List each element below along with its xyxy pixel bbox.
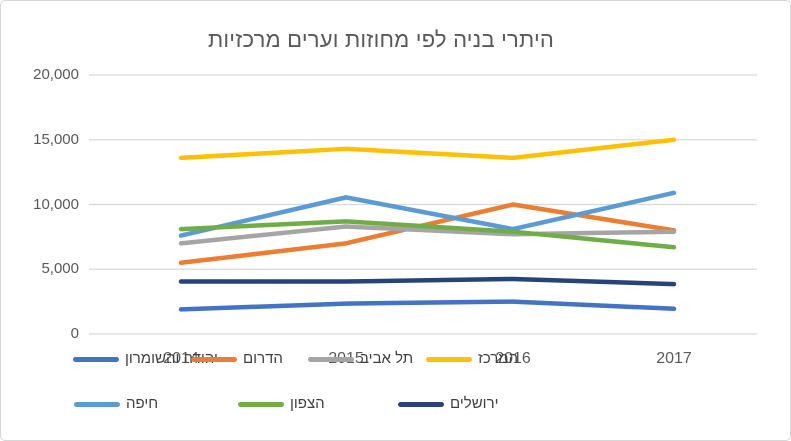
legend-label: הצפון — [290, 395, 325, 412]
legend-label: חיפה — [126, 395, 159, 412]
legend-item: הצפון — [238, 395, 325, 413]
y-axis-tick-label: 10,000 — [33, 195, 79, 213]
x-axis-label: 2016 — [495, 350, 531, 367]
legend-label: תל אביב — [360, 350, 414, 367]
legend-item: תל אביב — [308, 350, 413, 368]
legend-marker — [191, 356, 237, 362]
y-axis-tick-label: 0 — [70, 325, 79, 342]
y-axis-tick-label: 5,000 — [41, 260, 79, 278]
series-line-5 — [178, 219, 677, 250]
legend-label: ירושלים — [450, 395, 499, 412]
legend-item: המרכז — [426, 350, 518, 368]
legend-marker — [426, 356, 472, 362]
legend-item: הדרום — [191, 350, 283, 368]
series-line-4 — [178, 190, 677, 238]
series-line-2 — [178, 224, 677, 246]
legend-item: חיפה — [74, 395, 158, 413]
legend-label: המרכז — [478, 350, 519, 367]
legend-item: ירושלים — [398, 395, 498, 413]
series-line-1 — [178, 202, 677, 266]
legend-label: יהודה והשומרון — [125, 350, 218, 367]
series-line-0 — [178, 299, 677, 312]
x-axis-label: 2017 — [656, 350, 692, 367]
legend-marker — [74, 401, 120, 407]
series-line-3 — [178, 137, 677, 161]
series-line-6 — [178, 276, 677, 287]
legend-marker — [238, 401, 284, 407]
y-axis-tick-label: 15,000 — [33, 130, 79, 148]
legend-label: הדרום — [243, 350, 283, 367]
x-axis-label: 2014 — [163, 350, 199, 367]
legend-marker — [398, 401, 444, 407]
legend-marker — [308, 356, 354, 362]
y-axis-tick-label: 20,000 — [33, 66, 79, 83]
legend-item: יהודה והשומרון — [73, 350, 218, 368]
chart-title: היתרי בניה לפי מחוזות וערים מרכזיות — [207, 27, 555, 52]
legend-marker — [73, 356, 119, 362]
